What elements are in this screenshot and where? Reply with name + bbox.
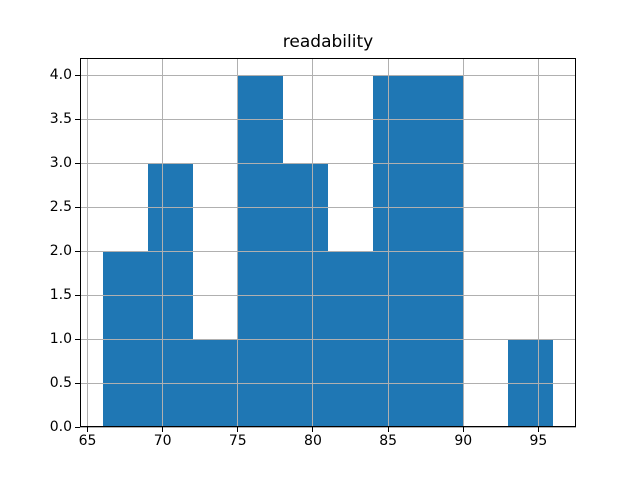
x-axis-tick-mark <box>462 427 464 433</box>
x-axis-tick-label: 85 <box>379 433 398 449</box>
y-axis-tick-mark <box>75 294 80 296</box>
x-axis-tick-mark <box>312 427 314 433</box>
x-axis-tick-mark <box>162 427 164 433</box>
x-axis-tick-label: 90 <box>454 433 473 449</box>
x-gridline <box>462 57 464 428</box>
y-gridline <box>80 382 576 384</box>
x-axis-tick-label: 65 <box>78 433 97 449</box>
x-axis-tick-label: 80 <box>304 433 322 449</box>
y-axis-tick-label: 0.5 <box>49 375 72 392</box>
y-gridline <box>80 206 576 208</box>
y-axis-tick-label: 3.5 <box>49 111 72 128</box>
x-axis-tick-label: 75 <box>228 433 247 449</box>
y-axis-tick-mark <box>75 206 80 208</box>
y-axis-tick-mark <box>75 426 80 428</box>
y-axis-tick-mark <box>75 250 80 252</box>
x-axis-tick-mark <box>237 427 239 433</box>
plot-area <box>80 57 576 428</box>
chart-title: readability <box>282 32 374 52</box>
x-axis-tick-label: 70 <box>153 433 172 449</box>
x-gridline <box>312 57 314 428</box>
y-gridline <box>80 162 576 164</box>
y-gridline <box>80 338 576 340</box>
x-gridline <box>162 57 164 428</box>
x-axis-tick-label: 95 <box>529 433 548 449</box>
gridlines-layer <box>80 57 576 428</box>
x-axis-tick-mark <box>87 427 88 433</box>
x-gridline <box>537 57 539 428</box>
y-axis-tick-label: 0.0 <box>49 419 72 436</box>
y-axis-tick-label: 3.0 <box>49 155 72 172</box>
y-gridline <box>80 118 576 120</box>
x-axis-tick-mark <box>537 427 539 433</box>
y-gridline <box>80 74 576 76</box>
y-gridline <box>80 294 576 296</box>
y-axis-tick-label: 1.0 <box>49 331 72 348</box>
x-axis-tick-mark <box>387 427 389 433</box>
x-gridline <box>237 57 239 428</box>
y-axis-tick-label: 1.5 <box>49 287 72 304</box>
y-axis-tick-label: 2.0 <box>49 243 72 260</box>
y-gridline <box>80 250 576 252</box>
y-axis-tick-mark <box>75 162 80 164</box>
y-axis-tick-mark <box>75 338 80 340</box>
y-axis-tick-mark <box>75 74 80 76</box>
x-gridline <box>387 57 389 428</box>
y-axis-tick-mark <box>75 382 80 384</box>
y-axis-tick-label: 2.5 <box>49 199 72 216</box>
y-axis-tick-mark <box>75 118 80 120</box>
x-gridline <box>87 57 88 428</box>
y-gridline <box>80 426 576 428</box>
y-axis-tick-label: 4.0 <box>49 67 72 84</box>
